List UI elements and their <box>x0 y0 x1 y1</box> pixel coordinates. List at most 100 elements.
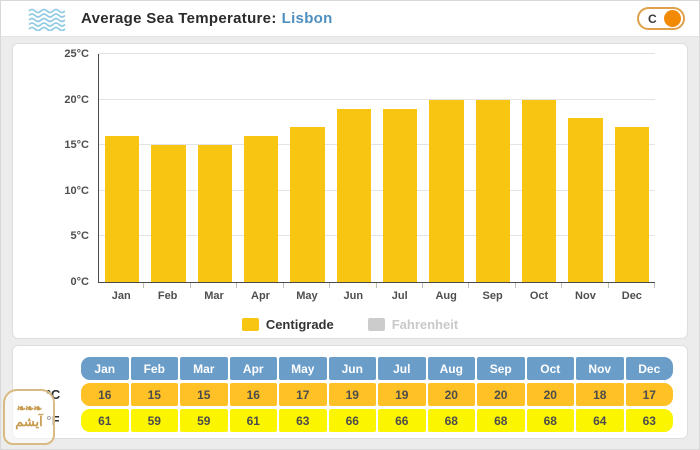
table-value-cell: 68 <box>526 409 574 432</box>
temperature-table-card: Jan Feb Mar Apr May Jun Jul Aug Sep Oct Nov Dec °C 16… <box>12 345 688 439</box>
chart-legend: Centigrade Fahrenheit <box>13 317 687 332</box>
x-tick <box>516 283 563 288</box>
table-month-header-sep: Sep <box>477 357 525 380</box>
table-corner-cell <box>27 357 79 380</box>
table-value-cell: 16 <box>229 383 277 406</box>
y-tick-label: 0°C <box>70 276 89 288</box>
table-value-cell: 15 <box>180 383 228 406</box>
x-axis-label-sep: Sep <box>482 290 503 302</box>
table-month-header-apr: Apr <box>229 357 277 380</box>
table-value-cell: 17 <box>279 383 327 406</box>
table-value-cell: 61 <box>229 409 277 432</box>
page-title: Average Sea Temperature: Lisbon <box>81 10 333 27</box>
bar-slot <box>423 54 469 282</box>
bar-apr[interactable] <box>244 136 279 282</box>
bar-series <box>99 54 655 282</box>
table-value-cell: 16 <box>81 383 129 406</box>
gridline <box>99 98 655 100</box>
header: Average Sea Temperature: Lisbon C <box>1 1 699 37</box>
sea-waves-icon <box>28 8 66 31</box>
x-axis-labels: Jan Feb Mar Apr May Jun Jul Aug Sep Oct Nov Dec <box>98 290 655 302</box>
bar-oct[interactable] <box>521 99 557 282</box>
bar-nov[interactable] <box>568 117 603 282</box>
legend-swatch-icon <box>241 318 259 331</box>
table-value-cell: 20 <box>427 383 475 406</box>
x-axis-label-jul: Jul <box>391 290 408 302</box>
bar-mar[interactable] <box>197 145 232 282</box>
gridline <box>99 189 655 191</box>
x-axis-label-mar: Mar <box>204 290 224 302</box>
table-value-cell: 20 <box>477 383 525 406</box>
x-tick <box>469 283 516 288</box>
bar-jun[interactable] <box>336 108 371 282</box>
table-value-cell: 66 <box>378 409 426 432</box>
legend-label: Fahrenheit <box>391 317 459 332</box>
bar-slot <box>238 54 284 282</box>
legend-swatch-icon <box>367 318 385 331</box>
table-month-header-jul: Jul <box>378 357 426 380</box>
x-axis-label-dec: Dec <box>621 290 642 302</box>
chart-plot-area: 0°C 5°C 10°C 15°C 20°C 25°C <box>64 48 655 288</box>
bar-slot <box>192 54 238 282</box>
y-tick-label: 25°C <box>64 48 89 60</box>
x-tick <box>423 283 470 288</box>
bar-slot <box>331 54 377 282</box>
table-value-cell: 63 <box>625 409 673 432</box>
gridline <box>99 53 655 54</box>
y-tick-label: 10°C <box>64 184 89 197</box>
table-value-cell: 19 <box>378 383 426 406</box>
x-tick <box>284 283 331 288</box>
x-axis-ticks <box>98 283 656 288</box>
table-value-cell: 64 <box>576 409 624 432</box>
y-tick-label: 15°C <box>64 139 89 152</box>
x-axis-label-apr: Apr <box>251 290 270 302</box>
bar-may[interactable] <box>290 126 325 282</box>
table-month-header-jan: Jan <box>81 357 129 380</box>
legend-item-centigrade[interactable]: Centigrade <box>241 317 334 332</box>
table-value-cell: 59 <box>180 409 228 432</box>
table-row-label-c: °C <box>45 387 61 402</box>
table-value-cell: 17 <box>625 383 673 406</box>
legend-label: Centigrade <box>265 317 334 332</box>
table-month-header-feb: Feb <box>130 357 178 380</box>
bar-aug[interactable] <box>429 99 464 282</box>
x-axis-label-jan: Jan <box>111 290 131 302</box>
bar-slot <box>516 54 562 282</box>
bar-dec[interactable] <box>614 126 649 282</box>
unit-toggle-knob[interactable] <box>664 10 681 27</box>
bar-slot <box>284 54 330 282</box>
bar-slot <box>377 54 423 282</box>
bar-slot <box>470 54 516 282</box>
table-value-cell: 63 <box>279 409 327 432</box>
bar-feb[interactable] <box>151 145 186 282</box>
bar-slot <box>145 54 191 282</box>
table-month-header-oct: Oct <box>526 357 574 380</box>
x-axis-label-jun: Jun <box>343 290 364 302</box>
x-tick <box>609 283 656 288</box>
x-axis-label-feb: Feb <box>157 290 178 302</box>
bar-jan[interactable] <box>105 136 140 282</box>
table-value-cell: 68 <box>427 409 475 432</box>
unit-toggle-switch[interactable]: C <box>637 7 685 30</box>
table-row-label-f: °F <box>46 413 60 428</box>
table-month-header-aug: Aug <box>427 357 475 380</box>
x-axis-label-may: May <box>296 290 318 302</box>
bar-slot <box>99 54 145 282</box>
bar-sep[interactable] <box>475 99 510 282</box>
x-tick <box>330 283 377 288</box>
table-value-cell: 59 <box>130 409 178 432</box>
table-value-cell: 18 <box>576 383 624 406</box>
table-month-header-nov: Nov <box>576 357 624 380</box>
x-tick <box>237 283 284 288</box>
bar-slot <box>562 54 608 282</box>
sea-temperature-chart-card: 0°C 5°C 10°C 15°C 20°C 25°C Jan Feb Mar Apr May Ju… <box>12 43 688 339</box>
table-value-cell: 15 <box>130 383 178 406</box>
x-tick <box>98 283 145 288</box>
bar-jul[interactable] <box>382 108 418 282</box>
table-value-cell: 20 <box>526 383 574 406</box>
table-month-header-may: May <box>279 357 327 380</box>
gridline <box>99 144 655 146</box>
gridline <box>99 235 655 237</box>
legend-item-fahrenheit[interactable]: Fahrenheit <box>367 317 459 332</box>
x-tick <box>377 283 423 288</box>
